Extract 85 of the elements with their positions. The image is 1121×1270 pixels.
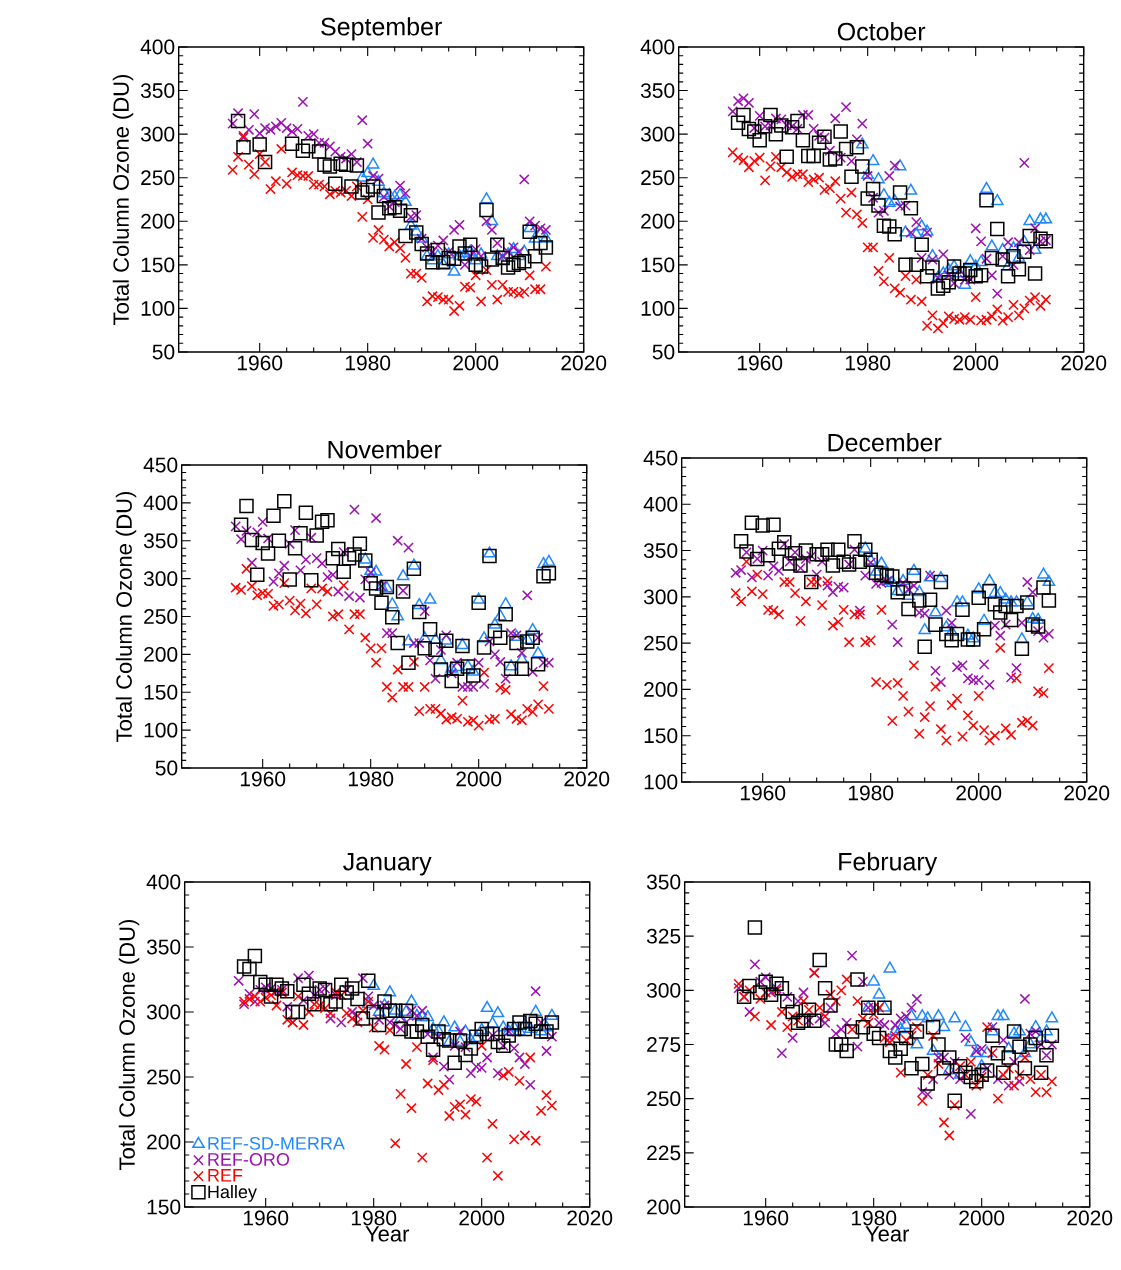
chart-title: October [838,22,926,41]
y-tick-label: 350 [641,83,675,98]
x-tick-label: 1960 [241,771,286,787]
y-tick-label: 50 [155,760,178,776]
x-tick-label: 2000 [459,1210,505,1226]
x-tick-label: 1960 [738,355,783,371]
legend-label: Halley [208,1185,258,1202]
y-tick-label: 450 [643,450,678,466]
y-tick-label: 300 [644,589,678,605]
y-tick-label: 250 [641,170,675,186]
y-tick-label: 300 [144,571,178,587]
x-tick-label: 1980 [346,355,391,371]
y-tick-label: 400 [146,874,181,890]
y-tick-label: 150 [141,257,175,273]
y-tick-label: 150 [644,728,678,744]
x-tick-label: 2000 [956,785,1002,801]
x-tick-label: 2020 [1067,1210,1113,1226]
x-tick-label: 2000 [456,771,502,787]
y-tick-label: 400 [143,495,178,511]
y-axis-title: Total Column Ozone (DU) [115,491,137,742]
y-tick-label: 300 [141,126,175,142]
y-tick-label: 200 [641,213,675,229]
y-tick-label: 100 [144,722,178,738]
legend-label: REF [208,1169,243,1182]
y-tick-label: 150 [144,684,178,700]
y-tick-label: 300 [641,126,675,142]
y-tick-label: 150 [147,1199,181,1215]
chart-title: November [328,440,442,459]
y-tick-label: 100 [644,774,678,790]
y-tick-label: 450 [143,457,178,473]
x-tick-label: 1980 [852,1210,897,1226]
x-tick-label: 2020 [561,355,607,371]
y-tick-label: 350 [147,939,181,955]
x-tick-label: 1960 [238,355,283,371]
x-tick-label: 1960 [744,1210,789,1226]
y-tick-label: 250 [647,1091,681,1107]
x-tick-label: 2000 [453,355,499,371]
y-tick-label: 200 [644,681,678,697]
y-tick-label: 250 [144,609,178,624]
y-tick-label: 200 [147,1134,181,1150]
chart-title: September [321,17,443,41]
y-tick-label: 50 [652,344,675,360]
x-tick-label: 1980 [352,1210,397,1226]
y-tick-label: 250 [147,1069,181,1085]
y-tick-label: 350 [144,533,178,549]
y-tick-label: 350 [644,543,678,558]
x-axis-title: Year [865,1226,910,1242]
x-tick-label: 1960 [741,785,786,801]
y-tick-label: 350 [141,83,175,98]
x-tick-label: 2020 [564,771,610,787]
x-tick-label: 2000 [959,1210,1005,1226]
x-tick-label: 2000 [953,355,999,371]
x-tick-label: 1960 [244,1210,289,1226]
y-tick-label: 275 [647,1037,681,1052]
y-tick-label: 325 [647,928,681,944]
x-tick-label: 2020 [1064,785,1110,801]
x-axis-title: Year [365,1226,410,1242]
y-tick-label: 200 [647,1199,681,1215]
y-tick-label: 250 [644,635,678,651]
y-axis-title: Total Column Ozone (DU) [118,919,140,1170]
y-tick-label: 225 [647,1145,681,1161]
y-tick-label: 150 [641,257,675,273]
y-tick-label: 200 [141,213,175,229]
y-tick-label: 400 [643,496,678,512]
legend-label: REF-ORO [208,1153,290,1166]
x-tick-label: 2020 [567,1210,613,1226]
y-tick-label: 100 [641,300,675,316]
y-axis-title: Total Column Ozone (DU) [112,74,134,325]
y-tick-label: 200 [144,646,178,662]
x-tick-label: 1980 [846,355,891,371]
x-tick-label: 1980 [849,785,894,801]
chart-title: January [343,853,432,876]
y-tick-label: 300 [147,1004,181,1020]
y-tick-label: 50 [152,344,175,360]
chart-title: February [839,852,938,876]
legend-label: REF-SD-MERRA [208,1136,346,1150]
x-tick-label: 2020 [1061,355,1107,371]
y-tick-label: 300 [647,982,681,998]
y-tick-label: 350 [647,874,681,890]
chart-title: December [828,433,942,452]
y-tick-label: 250 [141,170,175,186]
y-tick-label: 100 [141,300,175,316]
x-tick-label: 1980 [349,771,394,787]
y-tick-label: 400 [640,39,675,55]
y-tick-label: 400 [140,39,175,55]
